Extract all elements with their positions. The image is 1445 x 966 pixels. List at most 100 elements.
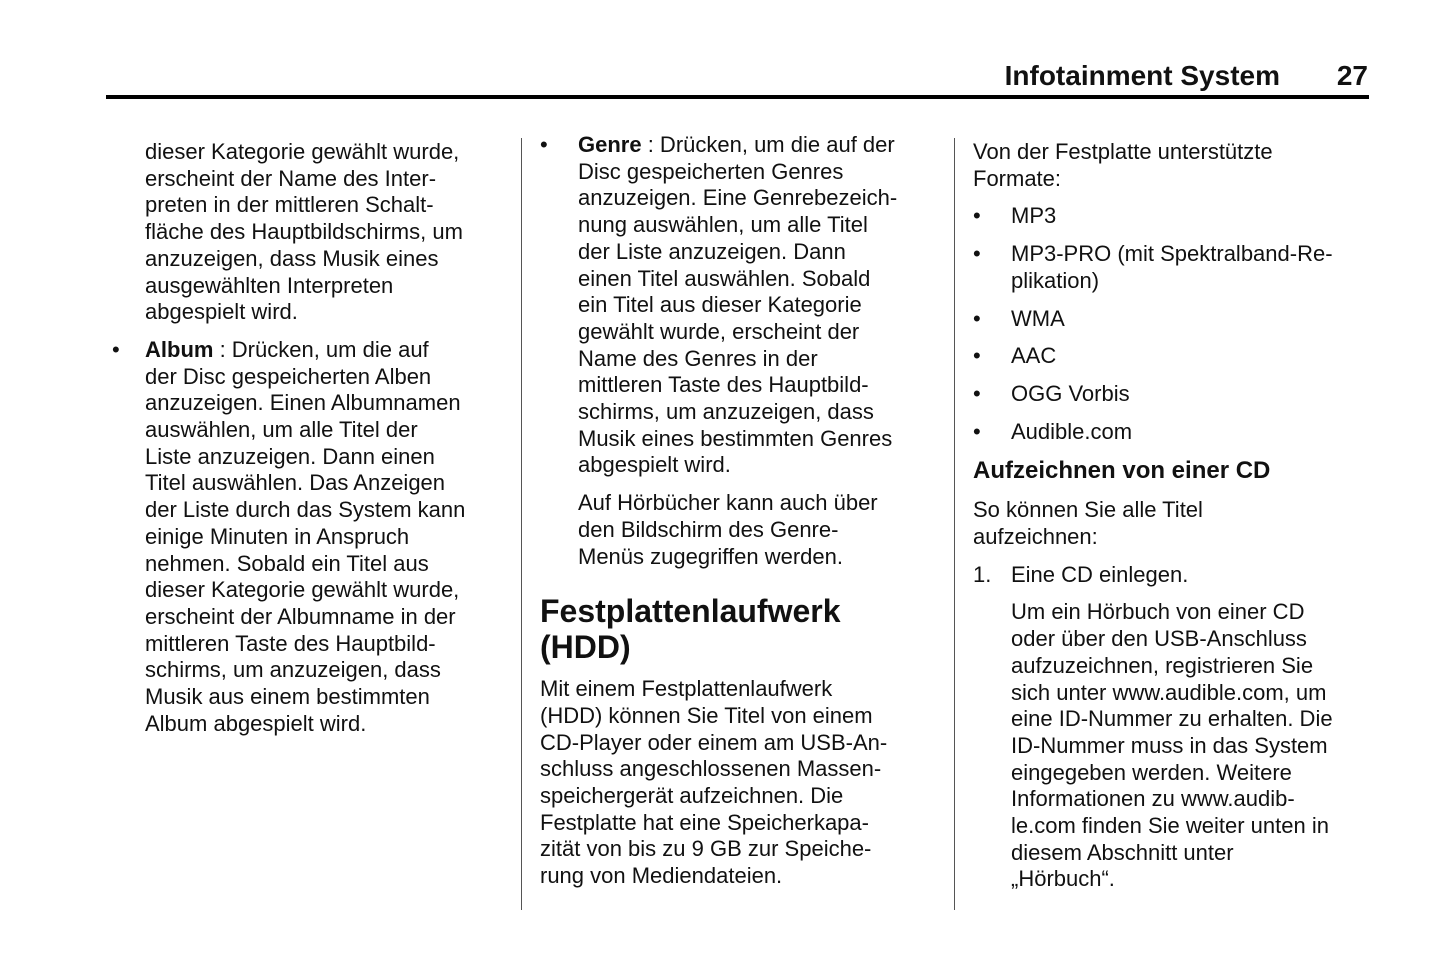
bullet-icon: • (973, 203, 981, 229)
text-line: Von der Festplatte unterstützte (973, 139, 1393, 166)
text-line: abgespielt wird. (106, 299, 516, 326)
list-item: • MP3-PRO (mit Spektralband-Re-plikation) (973, 241, 1393, 294)
text-line: anzuzeigen. Einen Albumnamen (106, 390, 516, 417)
list-item: • Genre : Drücken, um die auf der Disc ges… (540, 132, 950, 479)
text: Album abgespielt wird. (145, 710, 367, 736)
text-line: Audible.com (973, 419, 1393, 446)
text: oder über den USB-Anschluss (1011, 626, 1307, 652)
text-line: MP3-PRO (mit Spektralband-Re- (973, 241, 1393, 268)
text: schirms, um anzuzeigen, dass (145, 657, 441, 683)
column-1: dieser Kategorie gewählt wurde, erscheint… (106, 139, 516, 748)
bullet-icon: • (973, 380, 981, 406)
text-line: preten in der mittleren Schalt- (106, 192, 516, 219)
text-line: schluss angeschlossenen Massen- (540, 756, 950, 783)
list-item: • AAC (973, 343, 1393, 370)
text: speichergerät aufzeichnen. Die (540, 783, 844, 809)
column-divider (521, 138, 522, 910)
text-line: Liste anzuzeigen. Dann einen (106, 444, 516, 471)
list-item: • WMA (973, 306, 1393, 333)
header-rule (106, 95, 1369, 99)
text: anzuzeigen, dass Musik eines (145, 245, 439, 271)
section-heading: Aufzeichnen von einer CD (973, 456, 1393, 486)
text-line: Eine CD einlegen. (973, 562, 1393, 589)
text-line: anzuzeigen. Eine Genrebezeich- (540, 185, 950, 212)
text-line: mittleren Taste des Hauptbild- (540, 372, 950, 399)
term-label: Genre (578, 132, 642, 157)
text: auswählen, um alle Titel der (145, 417, 418, 443)
text: WMA (1011, 305, 1065, 331)
text: diesem Abschnitt unter (1011, 839, 1234, 865)
paragraph: Um ein Hörbuch von einer CD oder über den… (973, 599, 1393, 893)
text: Festplattenlaufwerk (540, 593, 841, 630)
text-line: Um ein Hörbuch von einer CD (973, 599, 1393, 626)
paragraph: Mit einem Festplattenlaufwerk (HDD) könne… (540, 676, 950, 890)
text: MP3 (1011, 203, 1057, 229)
list-item: • MP3 (973, 203, 1393, 230)
text-line: der Liste anzuzeigen. Dann (540, 239, 950, 266)
text-line: sich unter www.audible.com, um (973, 680, 1393, 707)
text: (HDD) (540, 629, 631, 666)
term-label: Album (145, 336, 214, 362)
text-line: schirms, um anzuzeigen, dass (540, 399, 950, 426)
text: Titel auswählen. Das Anzeigen (145, 470, 446, 496)
text: anzuzeigen. Eine Genrebezeich- (578, 185, 898, 211)
text: erscheint der Albumname in der (145, 603, 456, 629)
text: Um ein Hörbuch von einer CD (1011, 599, 1305, 625)
text: AAC (1011, 343, 1057, 369)
text-line: Musik eines bestimmten Genres (540, 426, 950, 453)
text: Name des Genres in der (578, 345, 818, 371)
text: zität von bis zu 9 GB zur Speiche- (540, 836, 872, 862)
text-line: mittleren Taste des Hauptbild- (106, 631, 516, 658)
paragraph: dieser Kategorie gewählt wurde, erscheint… (106, 139, 516, 326)
text-line: zität von bis zu 9 GB zur Speiche- (540, 836, 950, 863)
text: Festplatte hat eine Speicherkapa- (540, 809, 869, 835)
text-line: AAC (973, 343, 1393, 370)
text: dieser Kategorie gewählt wurde, (145, 577, 460, 603)
text: Musik eines bestimmten Genres (578, 425, 893, 451)
text-line: WMA (973, 306, 1393, 333)
text: Audible.com (1011, 418, 1133, 444)
text: Eine CD einlegen. (1011, 561, 1189, 587)
section-title: Infotainment System (1004, 60, 1280, 91)
text: Mit einem Festplattenlaufwerk (540, 676, 833, 702)
text-line: der Disc gespeicherten Alben (106, 364, 516, 391)
list-item: • Audible.com (973, 419, 1393, 446)
text: : Drücken, um die auf (213, 336, 429, 362)
text: Formate: (973, 165, 1062, 191)
text-line: rung von Mediendateien. (540, 863, 950, 890)
text: eingegeben werden. Weitere (1011, 759, 1292, 785)
text: nung auswählen, um alle Titel (578, 212, 868, 238)
text: abgespielt wird. (145, 299, 298, 325)
text-line: Mit einem Festplattenlaufwerk (540, 676, 950, 703)
text: Auf Hörbücher kann auch über (578, 490, 878, 516)
text: „Hörbuch“. (1011, 866, 1115, 892)
column-3: Von der Festplatte unterstützte Formate: •… (973, 139, 1393, 904)
bullet-icon: • (540, 132, 548, 157)
text: : Drücken, um die auf der (641, 132, 895, 157)
text-line: Festplatte hat eine Speicherkapa- (540, 810, 950, 837)
text-line: einige Minuten in Anspruch (106, 524, 516, 551)
text: schluss angeschlossenen Massen- (540, 756, 882, 782)
text-line: einen Titel auswählen. Sobald (540, 266, 950, 293)
text-line: dieser Kategorie gewählt wurde, (106, 139, 516, 166)
text-line: Festplattenlaufwerk (540, 593, 950, 629)
text-line: diesem Abschnitt unter (973, 840, 1393, 867)
text-line: speichergerät aufzeichnen. Die (540, 783, 950, 810)
text-line: plikation) (973, 268, 1393, 295)
text: der Disc gespeicherten Alben (145, 363, 432, 389)
text: gewählt wurde, erscheint der (578, 318, 860, 344)
text: So können Sie alle Titel (973, 497, 1203, 523)
text-line: Aufzeichnen von einer CD (973, 456, 1393, 486)
text-line: aufzuzeichnen, registrieren Sie (973, 653, 1393, 680)
text: mittleren Taste des Hauptbild- (578, 372, 869, 398)
text: erscheint der Name des Inter- (145, 165, 437, 191)
text-line: So können Sie alle Titel (973, 497, 1393, 524)
text: sich unter www.audible.com, um (1011, 679, 1327, 705)
text: Von der Festplatte unterstützte (973, 139, 1273, 164)
text: OGG Vorbis (1011, 380, 1130, 406)
text-line: ein Titel aus dieser Kategorie (540, 292, 950, 319)
text: CD-Player oder einem am USB-An- (540, 729, 888, 755)
text: der Liste durch das System kann (145, 497, 466, 523)
text: fläche des Hauptbildschirms, um (145, 219, 463, 245)
list-item: • OGG Vorbis (973, 381, 1393, 408)
